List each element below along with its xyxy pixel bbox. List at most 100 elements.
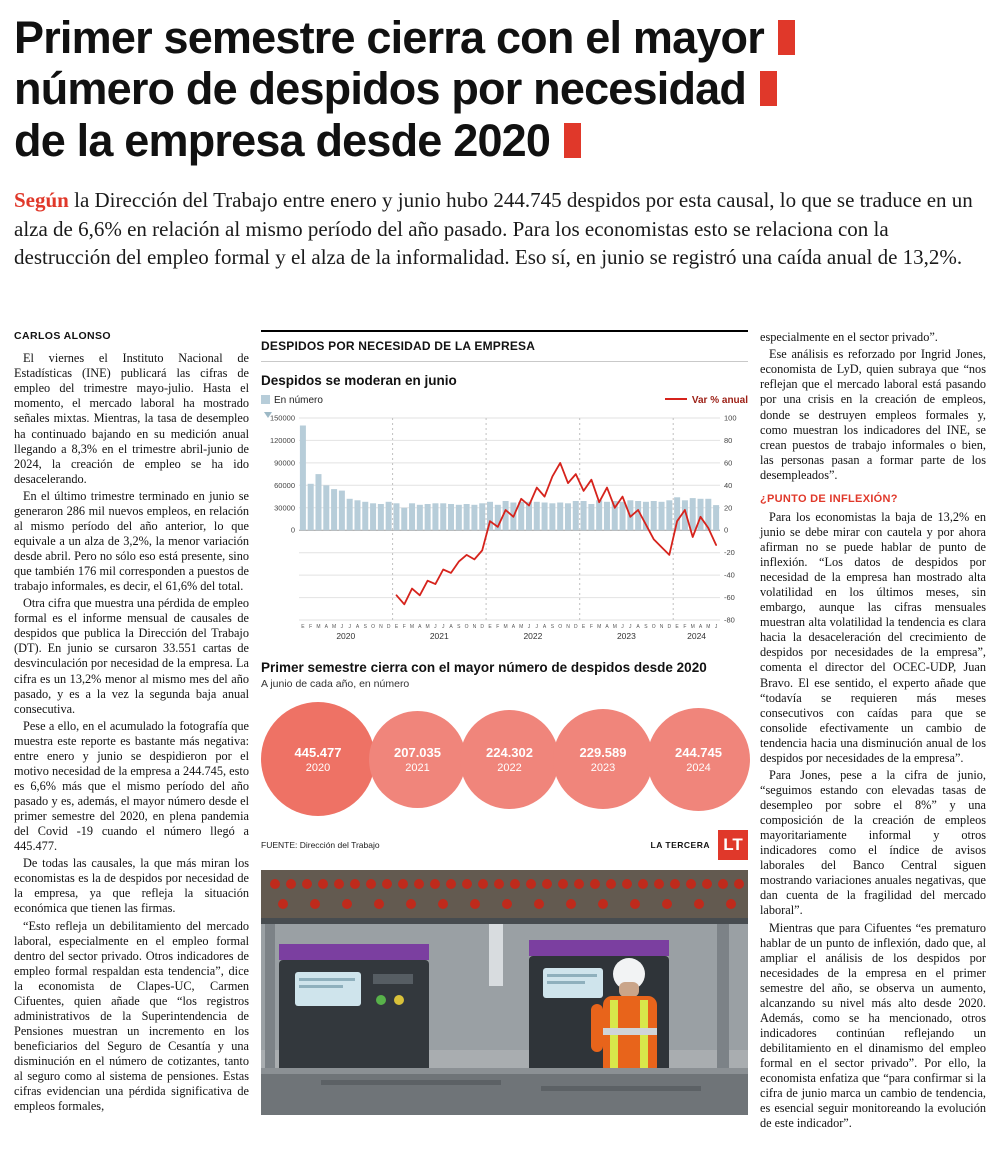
- article-paragraph: El viernes el Instituto Nacional de Esta…: [14, 351, 249, 486]
- svg-text:O: O: [465, 624, 469, 630]
- svg-text:20: 20: [724, 503, 732, 512]
- svg-text:S: S: [457, 624, 461, 630]
- bubble-year: 2020: [305, 761, 331, 774]
- svg-text:F: F: [683, 624, 686, 630]
- left-column: CARLOS ALONSO El viernes el Instituto Na…: [14, 330, 249, 1133]
- right-column-text-top: especialmente en el sector privado”. Ese …: [760, 330, 986, 483]
- infographic-kicker: DESPIDOS POR NECESIDAD DE LA EMPRESA: [261, 330, 748, 363]
- bubble-value: 244.745: [675, 744, 722, 760]
- section-subhead: ¿PUNTO DE INFLEXIÓN?: [760, 492, 898, 505]
- article-paragraph: De todas las causales, la que más miran …: [14, 856, 249, 916]
- svg-text:90000: 90000: [274, 459, 295, 468]
- svg-text:N: N: [566, 624, 570, 630]
- svg-text:M: M: [504, 624, 508, 630]
- svg-text:A: A: [356, 624, 360, 630]
- svg-text:J: J: [621, 624, 624, 630]
- bar-swatch-icon: [261, 395, 270, 405]
- newspaper-page: Primer semestre cierra con el mayor núme…: [14, 12, 986, 1133]
- factory-photo-illustration: [261, 870, 748, 1116]
- svg-text:100: 100: [724, 414, 737, 423]
- svg-text:M: M: [426, 624, 430, 630]
- svg-text:A: A: [449, 624, 453, 630]
- svg-text:A: A: [512, 624, 516, 630]
- svg-text:A: A: [418, 624, 422, 630]
- svg-text:M: M: [691, 624, 695, 630]
- svg-text:A: A: [605, 624, 609, 630]
- chart-legend: En número Var % anual: [261, 395, 748, 406]
- bubble-value: 445.477: [294, 744, 342, 760]
- svg-text:M: M: [613, 624, 617, 630]
- svg-text:120000: 120000: [270, 436, 295, 445]
- svg-text:M: M: [597, 624, 601, 630]
- svg-text:E: E: [582, 624, 586, 630]
- year-bubble: 224.302 2022: [460, 709, 559, 809]
- svg-text:D: D: [387, 624, 391, 630]
- article-paragraph: Ese análisis es reforzado por Ingrid Jon…: [760, 347, 986, 482]
- svg-text:0: 0: [291, 526, 295, 535]
- svg-text:E: E: [488, 624, 492, 630]
- legend-line-label: Var % anual: [691, 395, 748, 407]
- chart-title: Despidos se moderan en junio: [261, 373, 457, 389]
- legend-line: Var % anual: [664, 395, 748, 407]
- source-row: FUENTE: Dirección del Trabajo LA TERCERA…: [261, 830, 748, 861]
- svg-text:40: 40: [724, 481, 732, 490]
- svg-text:A: A: [543, 624, 547, 630]
- svg-text:M: M: [332, 624, 336, 630]
- svg-text:-20: -20: [724, 548, 735, 557]
- lead-text: la Dirección del Trabajo entre enero y j…: [14, 187, 973, 270]
- svg-text:2021: 2021: [430, 631, 449, 641]
- credit-label: LA TERCERA: [650, 840, 710, 851]
- bubble-value: 229.589: [579, 744, 627, 760]
- svg-text:A: A: [636, 624, 640, 630]
- source-label: FUENTE: Dirección del Trabajo: [261, 840, 380, 851]
- right-column: especialmente en el sector privado”. Ese …: [760, 330, 986, 1133]
- svg-text:F: F: [590, 624, 593, 630]
- credit-wrap: LA TERCERA LT: [650, 830, 748, 861]
- svg-text:30000: 30000: [274, 503, 295, 512]
- svg-text:-40: -40: [724, 571, 735, 580]
- article-photo: [261, 870, 748, 1116]
- svg-text:M: M: [519, 624, 523, 630]
- svg-text:A: A: [325, 624, 329, 630]
- line-swatch-icon: [664, 397, 687, 401]
- article-paragraph: Mientras que para Cifuentes “es prematur…: [760, 920, 986, 1131]
- svg-text:J: J: [442, 624, 445, 630]
- legend-bars-label: En número: [274, 395, 323, 407]
- svg-text:E: E: [395, 624, 399, 630]
- svg-text:F: F: [403, 624, 406, 630]
- svg-text:O: O: [558, 624, 562, 630]
- right-column-text-bottom: Para los economistas la baja de 13,2% en…: [760, 510, 986, 1132]
- year-bubble: 244.745 2024: [647, 707, 750, 811]
- headline-accent-block: [564, 122, 582, 158]
- article-paragraph: En el último trimestre terminado en juni…: [14, 488, 249, 594]
- infographic-column: DESPIDOS POR NECESIDAD DE LA EMPRESA Des…: [261, 330, 750, 1133]
- bubble-year: 2024: [686, 761, 711, 774]
- bubble-value: 224.302: [486, 744, 533, 760]
- svg-text:E: E: [675, 624, 679, 630]
- year-bubble: 445.477 2020: [261, 702, 375, 817]
- svg-text:S: S: [364, 624, 368, 630]
- svg-text:60: 60: [724, 459, 732, 468]
- article-paragraph: Pese a ello, en el acumulado la fotograf…: [14, 718, 249, 854]
- bubbles-subtitle: A junio de cada año, en número: [261, 678, 410, 691]
- svg-text:J: J: [528, 624, 531, 630]
- year-bubble: 207.035 2021: [369, 710, 466, 808]
- article-paragraph: Para Jones, pese a la cifra de junio, “s…: [760, 767, 986, 918]
- svg-text:J: J: [434, 624, 437, 630]
- svg-text:O: O: [371, 624, 375, 630]
- svg-text:A: A: [699, 624, 703, 630]
- headline-line-1: Primer semestre cierra con el mayor: [14, 12, 765, 63]
- despidos-chart: 100 80 60 40 20 0 -20 -40 -60 -80 150000 120000 9000…: [264, 412, 737, 641]
- svg-text:M: M: [410, 624, 414, 630]
- byline: CARLOS ALONSO: [14, 330, 111, 343]
- svg-text:0: 0: [724, 526, 728, 535]
- bubble-year: 2022: [497, 761, 522, 774]
- svg-text:N: N: [660, 624, 664, 630]
- lead-highlight: Según: [14, 187, 69, 212]
- svg-text:-60: -60: [724, 593, 735, 602]
- year-bubble: 229.589 2023: [553, 709, 653, 810]
- svg-text:J: J: [629, 624, 632, 630]
- svg-text:J: J: [348, 624, 351, 630]
- svg-text:D: D: [574, 624, 578, 630]
- svg-text:F: F: [496, 624, 499, 630]
